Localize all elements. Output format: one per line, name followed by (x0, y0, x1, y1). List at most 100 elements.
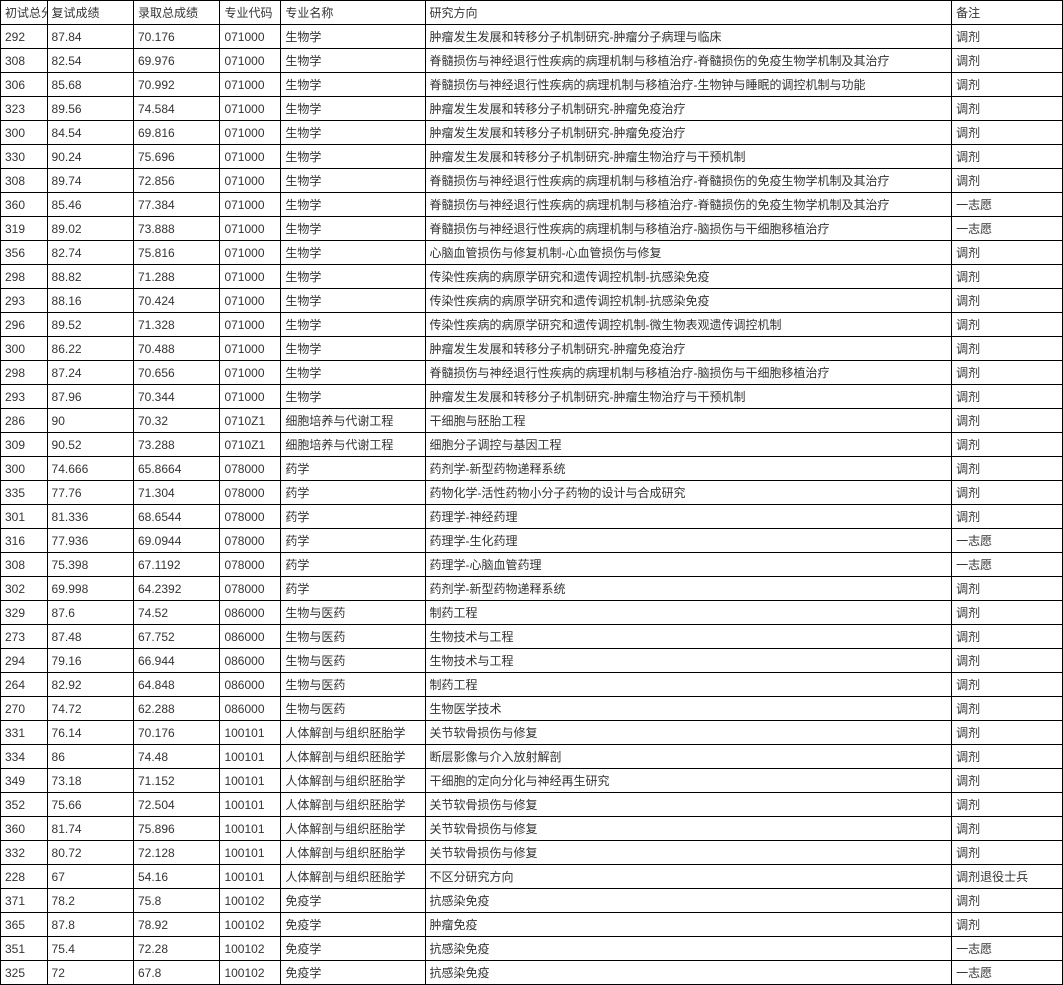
table-row: 33577.7671.304078000药学药物化学-活性药物小分子药物的设计与… (1, 481, 1063, 505)
table-cell: 76.14 (47, 721, 133, 745)
table-cell: 免疫学 (281, 913, 425, 937)
table-cell: 100101 (220, 817, 281, 841)
table-row: 2286754.16100101人体解剖与组织胚胎学不区分研究方向调剂退役士兵 (1, 865, 1063, 889)
table-cell: 75.66 (47, 793, 133, 817)
table-cell: 334 (1, 745, 48, 769)
table-cell: 071000 (220, 241, 281, 265)
col-header-remark: 备注 (952, 1, 1063, 25)
table-cell: 365 (1, 913, 48, 937)
table-cell: 肿瘤发生发展和转移分子机制研究-肿瘤免疫治疗 (425, 121, 952, 145)
table-cell: 生物学 (281, 337, 425, 361)
table-cell: 273 (1, 625, 48, 649)
table-cell: 308 (1, 169, 48, 193)
table-cell: 药物化学-活性药物小分子药物的设计与合成研究 (425, 481, 952, 505)
table-cell: 332 (1, 841, 48, 865)
table-cell: 086000 (220, 625, 281, 649)
table-row: 30990.5273.2880710Z1细胞培养与代谢工程细胞分子调控与基因工程… (1, 433, 1063, 457)
table-cell: 71.304 (134, 481, 220, 505)
table-cell: 药剂学-新型药物递释系统 (425, 457, 952, 481)
table-cell: 脊髓损伤与神经退行性疾病的病理机制与移植治疗-脊髓损伤的免疫生物学机制及其治疗 (425, 49, 952, 73)
table-cell: 药学 (281, 529, 425, 553)
table-cell: 078000 (220, 553, 281, 577)
table-cell: 脊髓损伤与神经退行性疾病的病理机制与移植治疗-脑损伤与干细胞移植治疗 (425, 217, 952, 241)
table-cell: 330 (1, 145, 48, 169)
table-cell: 调剂 (952, 913, 1063, 937)
table-cell: 生物与医药 (281, 649, 425, 673)
table-cell: 生物医学技术 (425, 697, 952, 721)
table-cell: 078000 (220, 457, 281, 481)
table-cell: 调剂 (952, 745, 1063, 769)
table-cell: 87.96 (47, 385, 133, 409)
table-cell: 87.48 (47, 625, 133, 649)
table-cell: 325 (1, 961, 48, 985)
table-cell: 71.288 (134, 265, 220, 289)
table-cell: 调剂 (952, 721, 1063, 745)
table-row: 29287.8470.176071000生物学肿瘤发生发展和转移分子机制研究-肿… (1, 25, 1063, 49)
table-cell: 70.176 (134, 25, 220, 49)
table-row: 3257267.8100102免疫学抗感染免疫一志愿 (1, 961, 1063, 985)
table-row: 33280.7272.128100101人体解剖与组织胚胎学关节软骨损伤与修复调… (1, 841, 1063, 865)
table-cell: 88.82 (47, 265, 133, 289)
table-cell: 脊髓损伤与神经退行性疾病的病理机制与移植治疗-脊髓损伤的免疫生物学机制及其治疗 (425, 193, 952, 217)
table-cell: 100102 (220, 889, 281, 913)
table-cell: 298 (1, 361, 48, 385)
table-cell: 286 (1, 409, 48, 433)
table-cell: 调剂 (952, 169, 1063, 193)
table-cell: 心脑血管损伤与修复机制-心血管损伤与修复 (425, 241, 952, 265)
table-cell: 77.76 (47, 481, 133, 505)
table-cell: 264 (1, 673, 48, 697)
table-cell: 64.848 (134, 673, 220, 697)
table-cell: 293 (1, 289, 48, 313)
table-cell: 69.816 (134, 121, 220, 145)
table-cell: 抗感染免疫 (425, 937, 952, 961)
table-cell: 人体解剖与组织胚胎学 (281, 817, 425, 841)
table-cell: 生物学 (281, 73, 425, 97)
table-row: 34973.1871.152100101人体解剖与组织胚胎学干细胞的定向分化与神… (1, 769, 1063, 793)
table-row: 26482.9264.848086000生物与医药制药工程调剂 (1, 673, 1063, 697)
table-cell: 调剂 (952, 457, 1063, 481)
table-cell: 071000 (220, 217, 281, 241)
table-cell: 生物学 (281, 361, 425, 385)
table-cell: 生物技术与工程 (425, 625, 952, 649)
table-cell: 生物学 (281, 25, 425, 49)
table-cell: 不区分研究方向 (425, 865, 952, 889)
table-cell: 人体解剖与组织胚胎学 (281, 721, 425, 745)
table-cell: 70.992 (134, 73, 220, 97)
table-cell: 86 (47, 745, 133, 769)
table-cell: 66.944 (134, 649, 220, 673)
table-cell: 078000 (220, 505, 281, 529)
table-cell: 调剂 (952, 25, 1063, 49)
table-cell: 调剂 (952, 817, 1063, 841)
table-cell: 74.666 (47, 457, 133, 481)
table-cell: 82.54 (47, 49, 133, 73)
table-cell: 传染性疾病的病原学研究和遗传调控机制-抗感染免疫 (425, 289, 952, 313)
table-cell: 80.72 (47, 841, 133, 865)
table-cell: 生物学 (281, 97, 425, 121)
table-cell: 75.8 (134, 889, 220, 913)
table-cell: 细胞培养与代谢工程 (281, 433, 425, 457)
table-cell: 89.02 (47, 217, 133, 241)
table-cell: 100102 (220, 937, 281, 961)
table-cell: 90 (47, 409, 133, 433)
table-cell: 一志愿 (952, 217, 1063, 241)
table-cell: 脊髓损伤与神经退行性疾病的病理机制与移植治疗-生物钟与睡眠的调控机制与功能 (425, 73, 952, 97)
table-cell: 药学 (281, 505, 425, 529)
table-row: 30074.66665.8664078000药学药剂学-新型药物递释系统调剂 (1, 457, 1063, 481)
table-cell: 抗感染免疫 (425, 889, 952, 913)
table-cell: 制药工程 (425, 601, 952, 625)
table-cell: 67.752 (134, 625, 220, 649)
table-cell: 81.74 (47, 817, 133, 841)
table-cell: 071000 (220, 145, 281, 169)
table-cell: 生物学 (281, 121, 425, 145)
table-cell: 319 (1, 217, 48, 241)
table-cell: 071000 (220, 169, 281, 193)
table-cell: 72.128 (134, 841, 220, 865)
table-cell: 肿瘤发生发展和转移分子机制研究-肿瘤生物治疗与干预机制 (425, 385, 952, 409)
table-row: 29388.1670.424071000生物学传染性疾病的病原学研究和遗传调控机… (1, 289, 1063, 313)
table-cell: 100101 (220, 769, 281, 793)
table-cell: 75.4 (47, 937, 133, 961)
table-cell: 调剂 (952, 409, 1063, 433)
table-cell: 生物学 (281, 193, 425, 217)
table-cell: 肿瘤发生发展和转移分子机制研究-肿瘤免疫治疗 (425, 337, 952, 361)
col-header-major-code: 专业代码 (220, 1, 281, 25)
